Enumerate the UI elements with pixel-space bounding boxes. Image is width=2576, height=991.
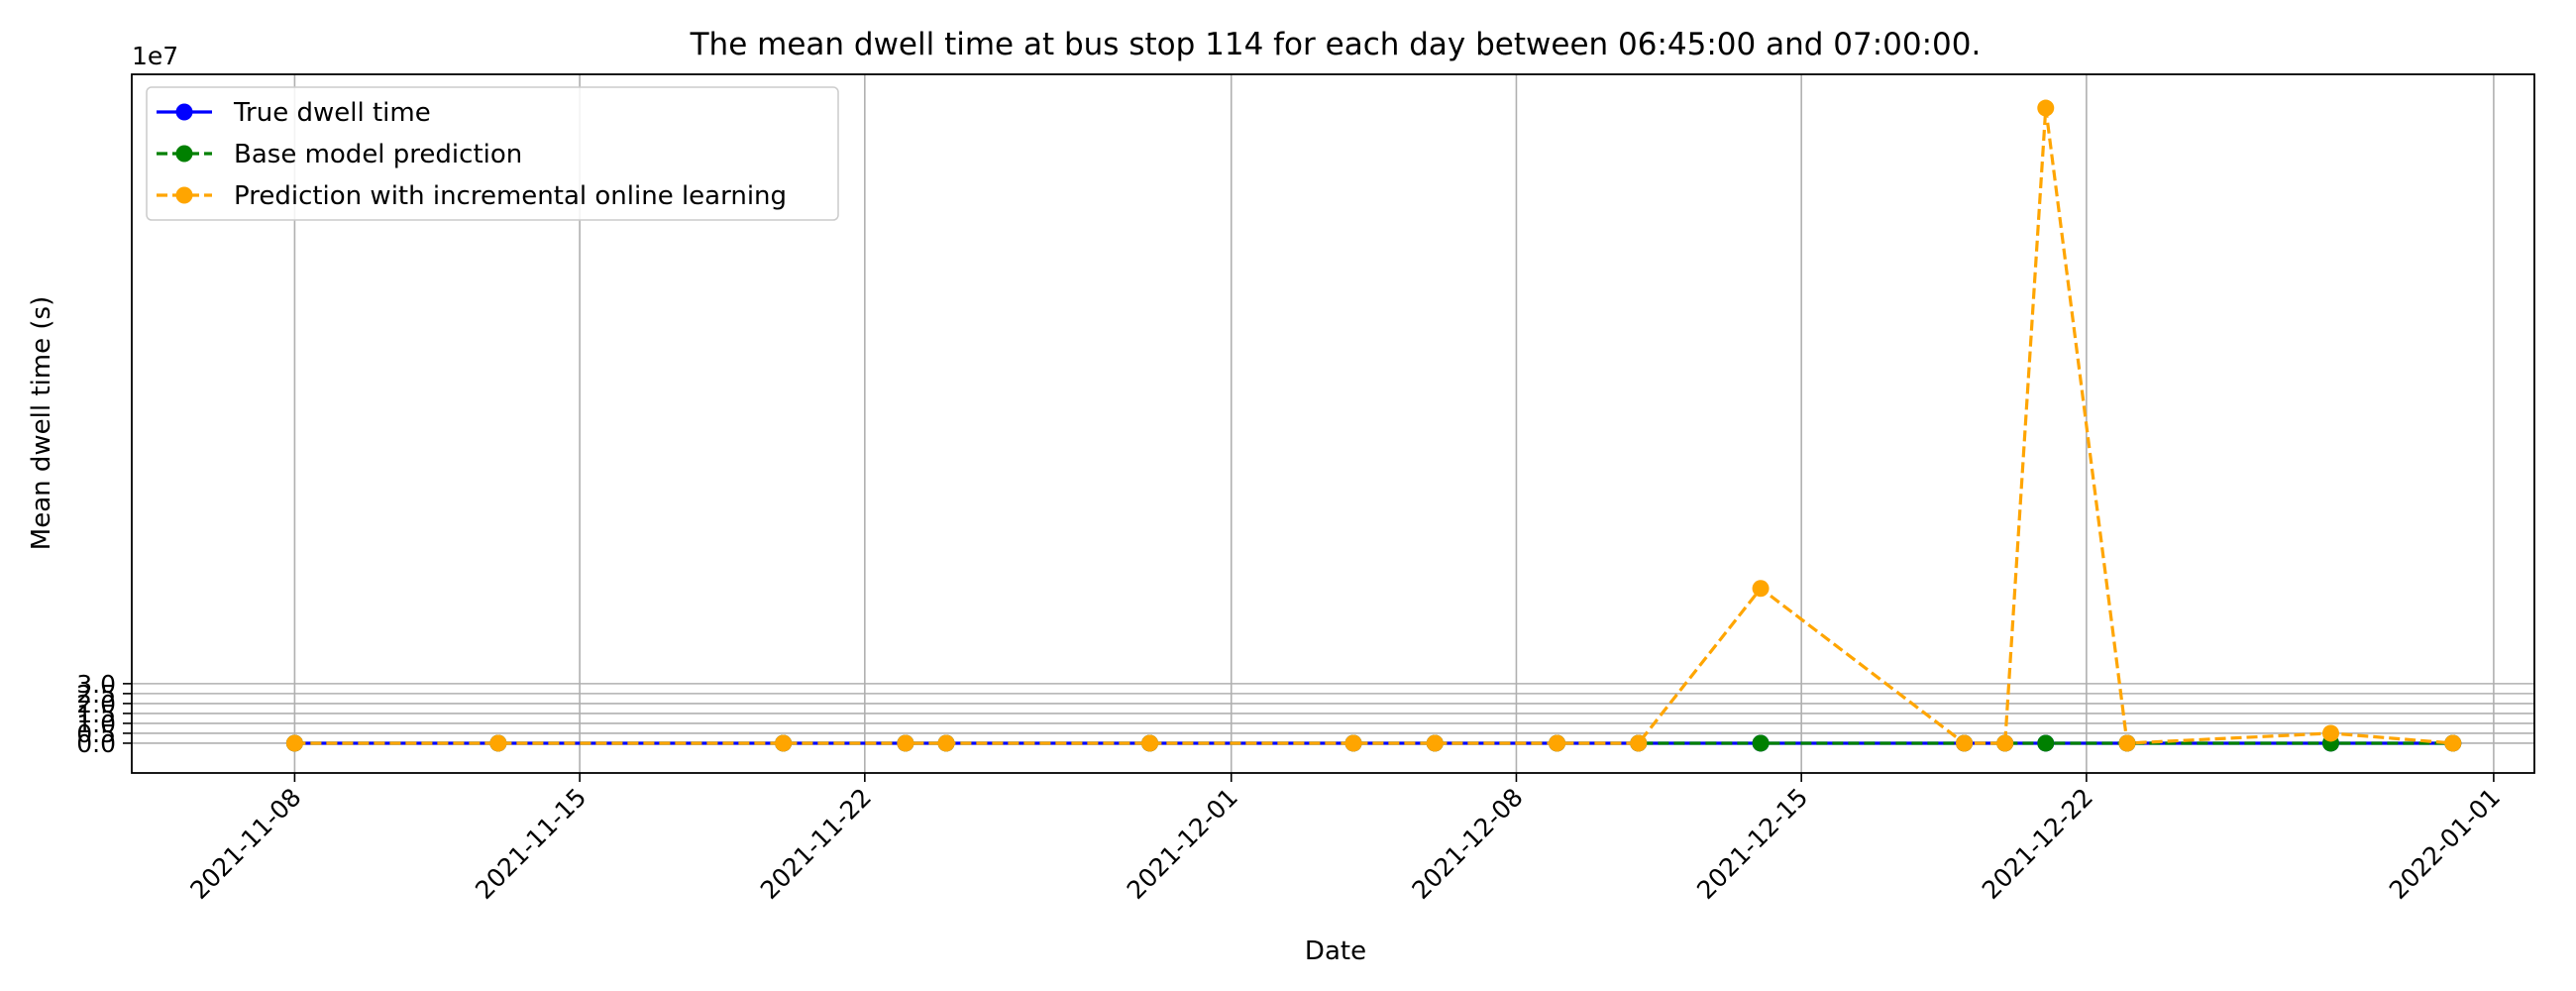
- data-point: [1141, 734, 1159, 752]
- y-tick-label: 1.0: [76, 710, 116, 738]
- legend-label: Base model prediction: [234, 140, 522, 169]
- data-point: [1344, 734, 1362, 752]
- legend-marker: [175, 145, 193, 163]
- data-point: [937, 734, 955, 752]
- data-point: [1426, 734, 1444, 752]
- legend-item: Prediction with incremental online learn…: [157, 181, 787, 211]
- x-tick-label: 2021-11-22: [755, 783, 877, 905]
- data-point: [1549, 734, 1566, 752]
- y-tick-label: 0.5: [76, 719, 116, 748]
- legend: True dwell time Base model prediction Pred…: [146, 86, 839, 221]
- x-tick-label: 2021-11-15: [470, 783, 591, 905]
- x-tick-label: 2021-11-08: [184, 783, 306, 905]
- y-tick-label: 1.5: [76, 700, 116, 728]
- data-point: [2037, 99, 2055, 117]
- data-point: [775, 734, 793, 752]
- x-tick-label: 2021-12-15: [1691, 783, 1813, 905]
- series-3: [285, 99, 2462, 752]
- data-point: [1996, 734, 2014, 752]
- legend-item: Base model prediction: [157, 140, 522, 169]
- x-tick-label: 2021-12-08: [1406, 783, 1528, 905]
- y-axis-label: Mean dwell time (s): [27, 296, 56, 550]
- x-tick-label: 2022-01-01: [2384, 783, 2506, 905]
- legend-label: Prediction with incremental online learn…: [234, 181, 787, 211]
- data-point: [2037, 734, 2055, 752]
- data-point: [1630, 734, 1648, 752]
- y-axis-multiplier: 1e7: [132, 42, 178, 70]
- y-tick-label: 0.0: [76, 729, 116, 758]
- legend-item: True dwell time: [157, 98, 431, 128]
- legend-label: True dwell time: [233, 98, 431, 128]
- legend-marker: [175, 186, 193, 204]
- data-point: [897, 734, 914, 752]
- series-layer: [285, 99, 2462, 752]
- data-point: [2444, 734, 2462, 752]
- data-point: [1752, 580, 1770, 598]
- data-point: [1752, 734, 1770, 752]
- data-point: [2118, 734, 2136, 752]
- y-tick-label: 2.5: [76, 680, 116, 709]
- legend-box: [146, 86, 839, 221]
- legend-marker: [175, 103, 193, 121]
- chart-title: The mean dwell time at bus stop 114 for …: [690, 27, 1982, 62]
- x-axis-label: Date: [1305, 936, 1366, 966]
- data-point: [285, 734, 303, 752]
- y-tick-label: 2.0: [76, 690, 116, 718]
- y-tick-label: 3.0: [76, 670, 116, 699]
- x-tick-label: 2021-12-22: [1977, 783, 2098, 905]
- plot-frame: [131, 73, 2535, 774]
- data-point: [1956, 734, 1974, 752]
- data-point: [489, 734, 507, 752]
- data-point: [2321, 724, 2339, 742]
- x-tick-label: 2021-12-01: [1122, 783, 1243, 905]
